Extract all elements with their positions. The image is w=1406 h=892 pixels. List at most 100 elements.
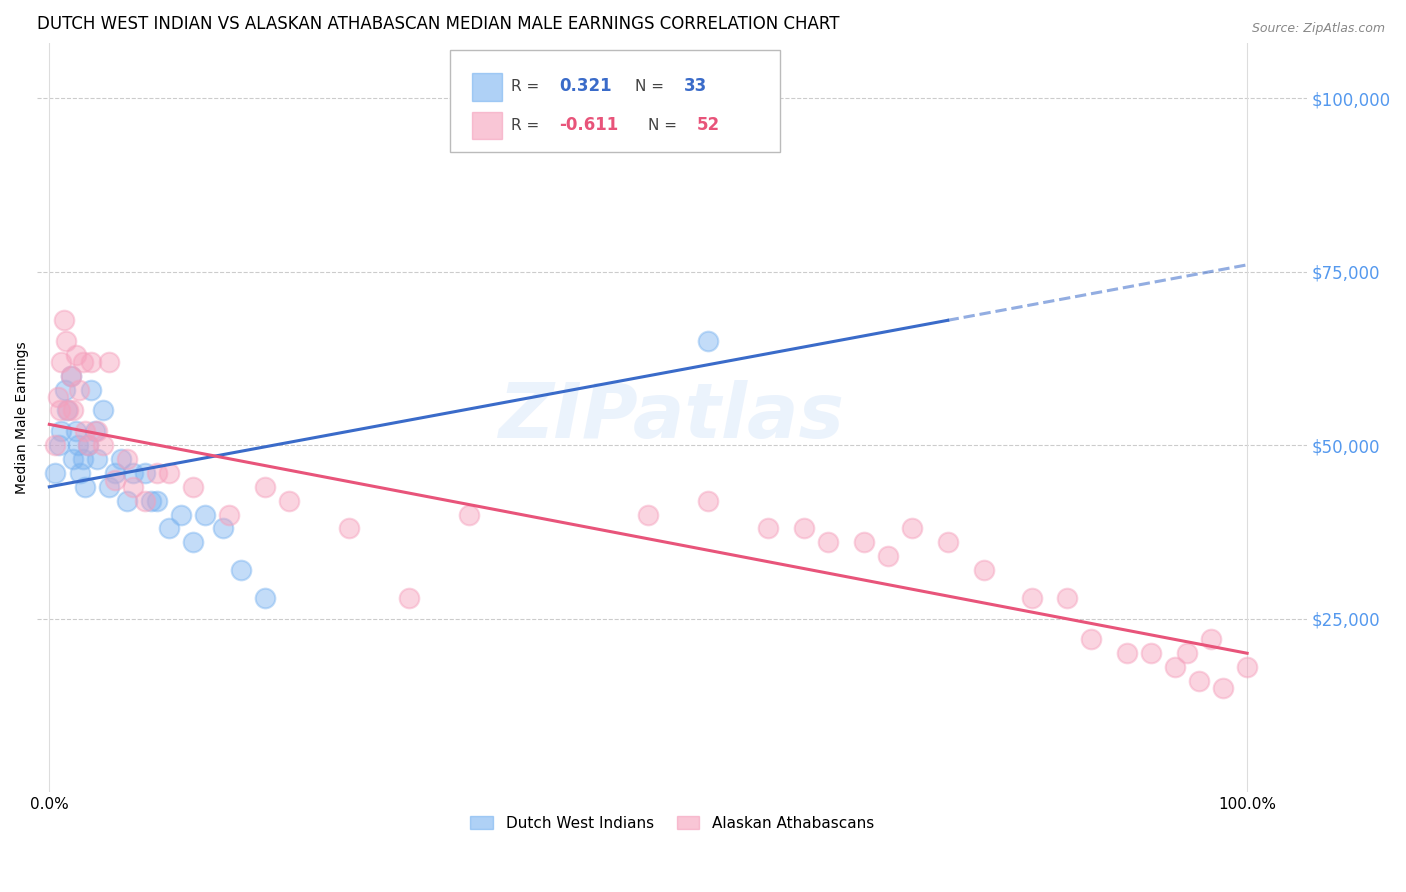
Point [72,355,94,369]
Point [229,563,252,577]
Legend: Dutch West Indians, Alaskan Athabascans: Dutch West Indians, Alaskan Athabascans [464,809,880,837]
Point [900,521,922,535]
Point [936,535,959,549]
Text: 0.321: 0.321 [560,78,612,95]
Point [83,425,105,439]
Point [80,355,103,369]
Point [817,535,839,549]
Point [1212,681,1234,695]
Point [697,493,720,508]
Point [253,480,276,494]
Point [756,521,779,535]
Point [62,403,84,417]
Point [104,473,127,487]
Point [146,493,169,508]
Point [91,403,114,417]
Point [104,466,127,480]
Point [46,390,69,404]
Point [139,493,162,508]
Point [1080,632,1102,647]
Text: N =: N = [648,118,682,133]
Point [212,521,235,535]
Point [80,383,103,397]
Point [59,368,82,383]
Point [65,425,87,439]
Point [86,425,108,439]
Point [398,591,420,605]
Text: 33: 33 [683,78,707,95]
Point [170,508,193,522]
Point [1236,660,1258,674]
Point [457,508,479,522]
Text: DUTCH WEST INDIAN VS ALASKAN ATHABASCAN MEDIAN MALE EARNINGS CORRELATION CHART: DUTCH WEST INDIAN VS ALASKAN ATHABASCAN … [38,15,839,33]
FancyBboxPatch shape [471,73,502,101]
Point [181,480,204,494]
Point [1021,591,1043,605]
Point [76,438,98,452]
Point [115,493,138,508]
Text: ZIPatlas: ZIPatlas [499,380,845,454]
Point [1175,646,1198,660]
Point [53,383,76,397]
Point [44,466,66,480]
Point [69,466,91,480]
Point [51,355,73,369]
Point [122,466,145,480]
Point [218,508,240,522]
Point [146,466,169,480]
Point [697,334,720,348]
Point [194,508,217,522]
Text: N =: N = [636,78,669,94]
Point [973,563,995,577]
Point [1164,660,1187,674]
Point [793,521,815,535]
Point [67,438,90,452]
Point [51,425,73,439]
FancyBboxPatch shape [471,112,502,139]
Point [98,355,121,369]
Point [65,348,87,362]
Point [337,521,360,535]
Point [181,535,204,549]
Text: -0.611: -0.611 [560,116,619,134]
Point [98,480,121,494]
Point [44,438,66,452]
Point [75,480,97,494]
Point [253,591,276,605]
Point [277,493,299,508]
Point [1140,646,1163,660]
FancyBboxPatch shape [450,50,780,152]
Point [76,438,98,452]
Point [59,368,82,383]
Point [49,403,72,417]
Point [134,493,156,508]
Point [157,466,180,480]
Point [52,313,75,327]
Point [67,383,90,397]
Point [1188,673,1211,688]
Point [1116,646,1139,660]
Point [62,452,84,467]
Point [75,425,97,439]
Point [72,452,94,467]
Point [56,403,79,417]
Point [115,452,138,467]
Point [1199,632,1222,647]
Point [91,438,114,452]
Point [58,403,80,417]
Text: R =: R = [510,78,544,94]
Point [55,334,77,348]
Text: R =: R = [510,118,544,133]
Point [134,466,156,480]
Point [852,535,875,549]
Point [86,452,108,467]
Point [637,508,659,522]
Point [122,480,145,494]
Y-axis label: Median Male Earnings: Median Male Earnings [15,341,30,494]
Point [157,521,180,535]
Point [876,549,898,563]
Text: 52: 52 [696,116,720,134]
Text: Source: ZipAtlas.com: Source: ZipAtlas.com [1251,22,1385,36]
Point [48,438,70,452]
Point [1056,591,1078,605]
